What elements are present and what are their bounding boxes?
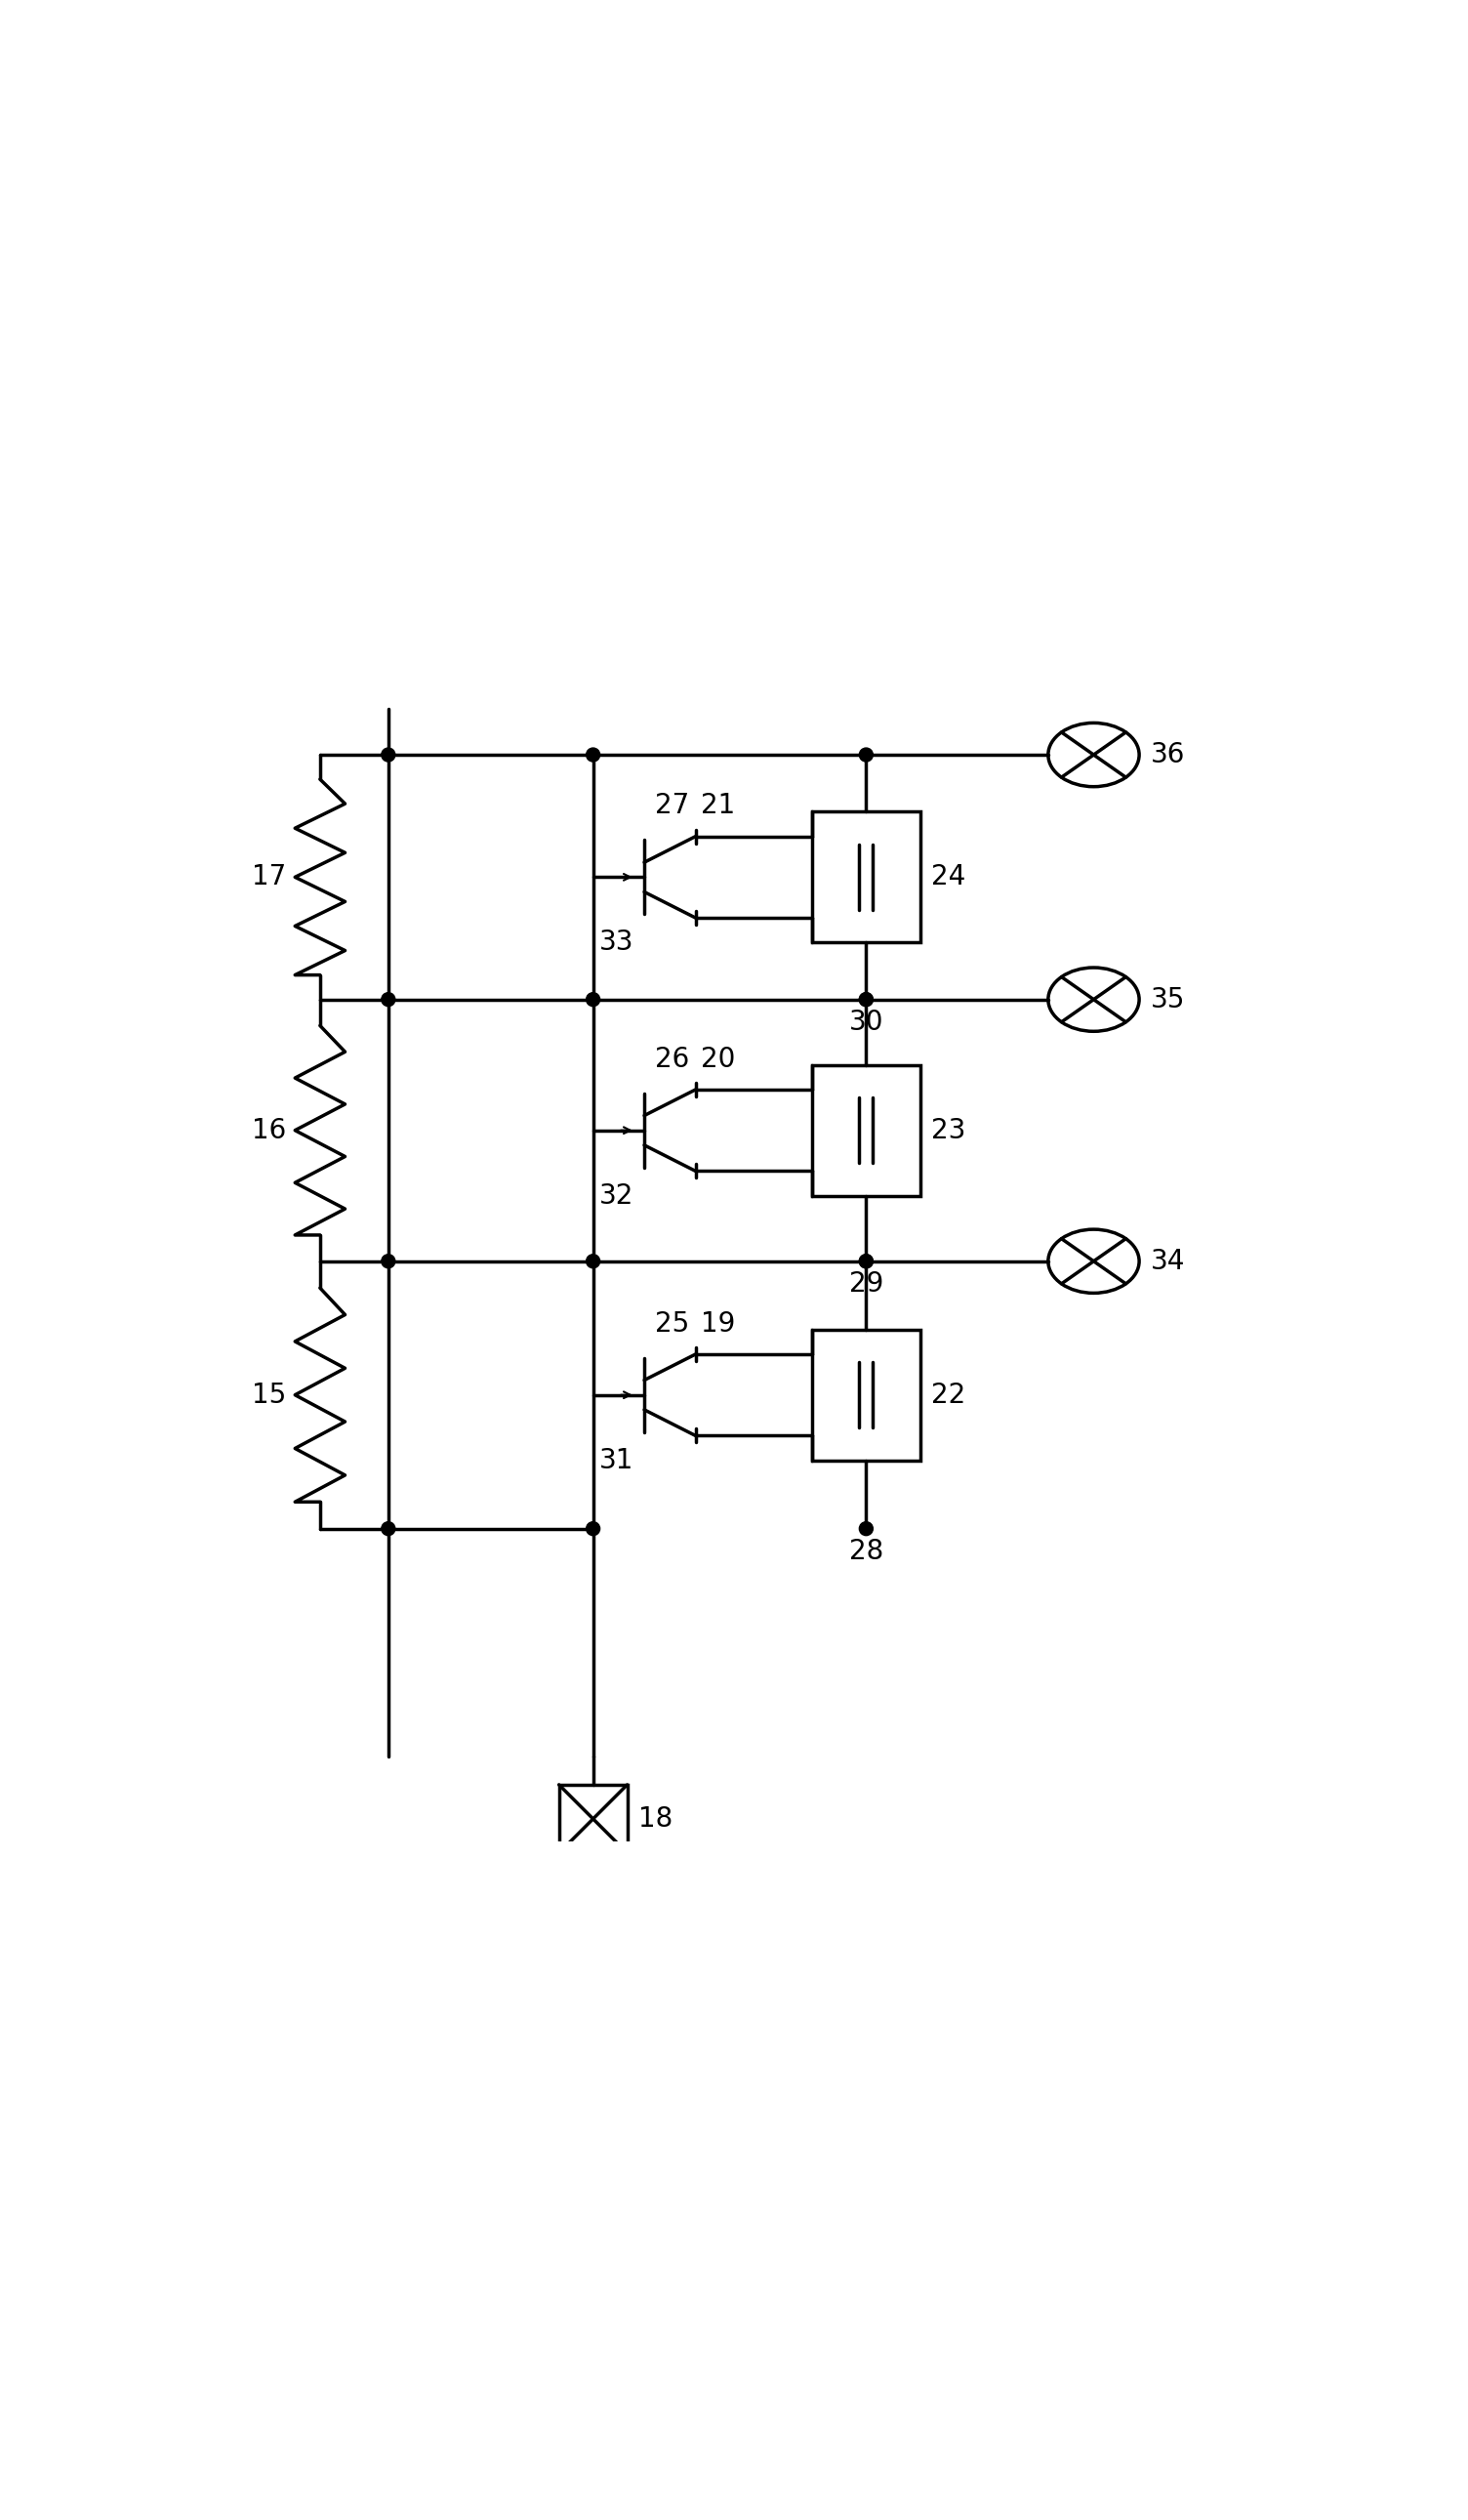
Text: 20: 20 xyxy=(702,1046,735,1074)
Text: 27: 27 xyxy=(655,791,690,819)
Text: 33: 33 xyxy=(599,930,633,955)
Circle shape xyxy=(382,993,395,1005)
Circle shape xyxy=(586,748,600,761)
Text: 22: 22 xyxy=(932,1381,966,1409)
Text: 34: 34 xyxy=(1151,1247,1185,1275)
Circle shape xyxy=(859,1255,873,1268)
Text: 23: 23 xyxy=(932,1116,966,1144)
Circle shape xyxy=(586,1522,600,1535)
Text: 25: 25 xyxy=(655,1310,690,1338)
Bar xyxy=(812,811,920,942)
Text: 31: 31 xyxy=(599,1446,633,1474)
Text: 16: 16 xyxy=(251,1116,286,1144)
Text: 28: 28 xyxy=(849,1537,884,1565)
Circle shape xyxy=(586,1255,600,1268)
Text: 21: 21 xyxy=(702,791,735,819)
Text: 29: 29 xyxy=(849,1270,884,1298)
Circle shape xyxy=(859,993,873,1005)
Bar xyxy=(812,1066,920,1197)
Text: 32: 32 xyxy=(599,1182,633,1210)
Circle shape xyxy=(382,748,395,761)
Circle shape xyxy=(382,1255,395,1268)
Text: 24: 24 xyxy=(932,864,966,890)
Circle shape xyxy=(859,748,873,761)
Text: 26: 26 xyxy=(655,1046,690,1074)
Bar xyxy=(559,1784,627,1852)
Text: 18: 18 xyxy=(639,1804,672,1832)
Circle shape xyxy=(382,1522,395,1535)
Text: 35: 35 xyxy=(1151,985,1185,1013)
Text: 30: 30 xyxy=(849,1008,884,1036)
Circle shape xyxy=(859,1255,873,1268)
Text: 19: 19 xyxy=(702,1310,735,1338)
Text: 17: 17 xyxy=(251,864,286,890)
Circle shape xyxy=(859,993,873,1005)
Text: 36: 36 xyxy=(1151,741,1185,769)
Text: 15: 15 xyxy=(251,1381,286,1409)
Bar xyxy=(812,1331,920,1462)
Circle shape xyxy=(859,1522,873,1535)
Circle shape xyxy=(586,993,600,1005)
